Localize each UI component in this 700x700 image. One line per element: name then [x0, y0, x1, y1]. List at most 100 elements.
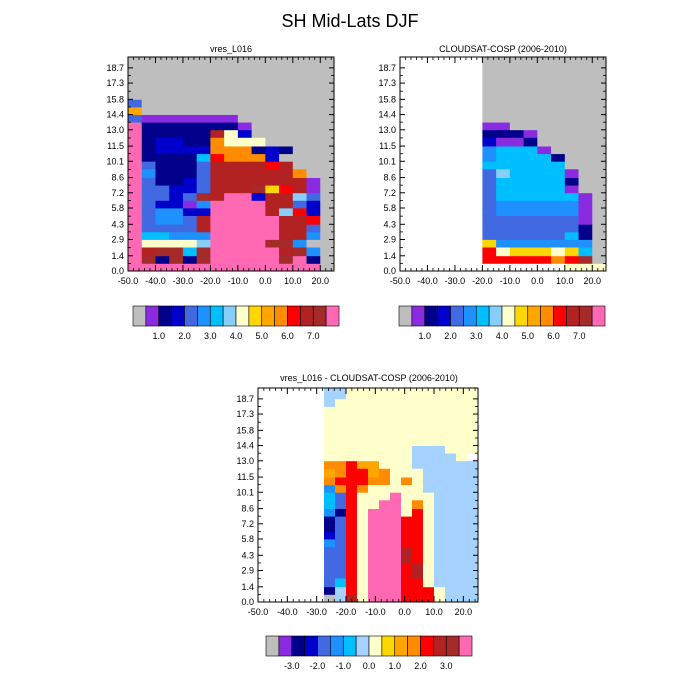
heatmap-cell [467, 414, 479, 423]
heatmap-cell [423, 398, 435, 407]
heatmap-cell [496, 168, 511, 178]
heatmap-cell [390, 460, 402, 469]
heatmap-cell [224, 239, 239, 248]
heatmap-cell [265, 122, 280, 131]
y-tick-label: 13.0 [106, 125, 124, 135]
heatmap-cell [578, 57, 593, 69]
heatmap-cell [357, 562, 369, 571]
y-tick-label: 8.6 [111, 173, 124, 183]
heatmap-cell [292, 161, 307, 170]
heatmap-cell [578, 137, 593, 147]
heatmap-cell [182, 161, 198, 170]
heatmap-cell [335, 421, 347, 431]
heatmap-cell [306, 114, 321, 123]
heatmap-cell [306, 161, 321, 170]
heatmap-cell [423, 388, 435, 400]
heatmap-cell [390, 430, 402, 439]
heatmap-cell [279, 239, 294, 248]
colorbar-label: 7.0 [307, 331, 320, 341]
heatmap-cell [412, 477, 424, 486]
heatmap-cell [523, 146, 538, 155]
y-tick-label: 10.1 [106, 156, 124, 166]
heatmap-cell [434, 468, 446, 478]
heatmap-cell [379, 468, 391, 478]
heatmap-cell [210, 137, 225, 147]
colorbar-label: 2.0 [178, 331, 191, 341]
heatmap-cell [155, 129, 170, 138]
y-tick-label: 13.0 [236, 456, 254, 466]
heatmap-cell [155, 67, 170, 76]
colorbar-swatch [132, 305, 147, 327]
heatmap-cell [537, 255, 552, 264]
heatmap-cell [265, 83, 280, 92]
heatmap-cell [482, 224, 497, 233]
heatmap-cell [196, 114, 211, 123]
heatmap-cell [324, 437, 336, 446]
heatmap-cell [592, 263, 607, 272]
heatmap-cell [523, 200, 538, 209]
heatmap-cell [578, 224, 593, 233]
heatmap-cell [467, 570, 479, 579]
heatmap-cell [445, 453, 457, 462]
heatmap-cell [292, 207, 307, 216]
heatmap-cell [265, 129, 280, 138]
heatmap-cell [523, 177, 538, 186]
heatmap-cell [128, 161, 143, 170]
heatmap-cell [379, 388, 391, 400]
heatmap-cell [379, 586, 391, 595]
heatmap-cell [401, 453, 413, 462]
heatmap-cell [320, 146, 335, 155]
heatmap-cell [390, 406, 402, 415]
x-tick-label: -10.0 [500, 276, 521, 286]
colorbar-label: 1.0 [418, 331, 431, 341]
heatmap-cell [537, 83, 552, 92]
heatmap-cell [196, 224, 211, 233]
heatmap-cell [523, 90, 538, 100]
heatmap-cell [237, 90, 252, 100]
heatmap-cell [467, 460, 479, 469]
heatmap-cell [210, 146, 225, 155]
heatmap-cell [141, 215, 156, 225]
heatmap-cell [346, 406, 358, 415]
heatmap-cell [467, 492, 479, 501]
x-tick-label: -10.0 [365, 607, 386, 617]
y-tick-label: 7.2 [241, 519, 254, 529]
heatmap-cell [265, 239, 280, 248]
heatmap-cell [592, 99, 607, 108]
heatmap-cell [237, 200, 252, 209]
heatmap-cell [128, 90, 143, 100]
y-tick-label: 11.5 [107, 141, 124, 151]
x-tick-label: -40.0 [145, 276, 166, 286]
heatmap-cell [509, 200, 524, 209]
heatmap-cell [155, 114, 170, 123]
heatmap-cell [306, 90, 321, 100]
heatmap-cell [357, 437, 369, 446]
heatmap-cell [412, 492, 424, 501]
heatmap-cell [401, 477, 413, 486]
heatmap-cell [224, 106, 239, 115]
colorbar-label: 2.0 [414, 661, 427, 671]
colorbar-swatch [171, 305, 185, 327]
heatmap-cell [523, 83, 538, 92]
heatmap-cell [592, 83, 607, 92]
heatmap-cell [592, 255, 607, 264]
heatmap-cell [564, 231, 579, 240]
colorbar-swatch [553, 305, 567, 327]
colorbar-swatch [312, 305, 327, 327]
heatmap-cell [423, 492, 435, 501]
heatmap-cell [196, 177, 211, 186]
x-tick-label: 0.0 [259, 276, 272, 286]
heatmap-cell [196, 146, 211, 155]
heatmap-cell [182, 129, 198, 138]
heatmap-cell [346, 508, 358, 517]
heatmap-cell [324, 531, 336, 540]
heatmap-cell [279, 247, 294, 257]
y-tick-label: 4.3 [241, 550, 254, 560]
x-tick-label: 10.0 [284, 276, 302, 286]
heatmap-cell [523, 122, 538, 131]
y-tick-label: 0.0 [383, 266, 396, 276]
heatmap-cell [509, 161, 524, 170]
heatmap-cell [265, 185, 280, 194]
heatmap-cell [368, 586, 380, 595]
heatmap-cell [482, 129, 497, 138]
